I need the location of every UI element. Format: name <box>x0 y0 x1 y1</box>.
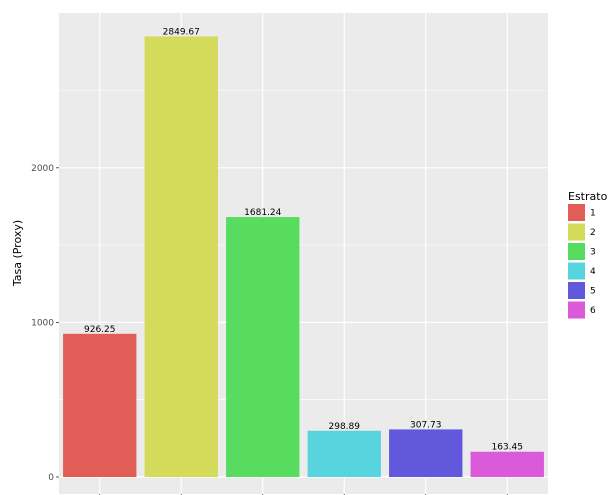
y-tick-label: 1000 <box>31 318 54 328</box>
legend-label-1: 1 <box>590 209 596 219</box>
bar-1 <box>63 333 137 477</box>
data-label-5: 307.73 <box>410 420 442 430</box>
bar-3 <box>226 217 300 477</box>
legend-label-2: 2 <box>590 228 596 238</box>
bars <box>63 36 544 478</box>
legend-key-3 <box>568 243 585 260</box>
data-label-3: 1681.24 <box>244 208 281 218</box>
legend-label-4: 4 <box>590 267 596 277</box>
y-tick-label: 0 <box>48 473 54 483</box>
data-label-4: 298.89 <box>329 422 361 432</box>
legend-label-3: 3 <box>590 248 596 258</box>
data-label-2: 2849.67 <box>163 27 200 37</box>
legend: Estrato 1 2 3 4 5 6 <box>568 190 608 319</box>
bar-5 <box>389 429 463 477</box>
data-label-6: 163.45 <box>492 443 524 453</box>
plot-panel <box>59 13 548 494</box>
y-tick-label: 2000 <box>31 164 54 174</box>
bar-2 <box>144 36 218 478</box>
legend-key-6 <box>568 301 585 319</box>
data-labels: 926.25 2849.67 1681.24 298.89 307.73 163.45 <box>84 27 523 452</box>
bar-4 <box>307 430 381 477</box>
bar-6 <box>470 451 544 477</box>
legend-label-6: 6 <box>590 306 596 316</box>
legend-label-5: 5 <box>590 287 596 297</box>
y-axis-title: Tasa (Proxy) <box>11 220 24 287</box>
legend-title: Estrato <box>568 190 608 203</box>
data-label-1: 926.25 <box>84 325 116 335</box>
legend-key-1 <box>568 204 585 221</box>
legend-key-5 <box>568 282 585 299</box>
y-axis: 0 1000 2000 <box>31 164 59 483</box>
legend-key-4 <box>568 262 585 280</box>
legend-key-2 <box>568 223 585 241</box>
